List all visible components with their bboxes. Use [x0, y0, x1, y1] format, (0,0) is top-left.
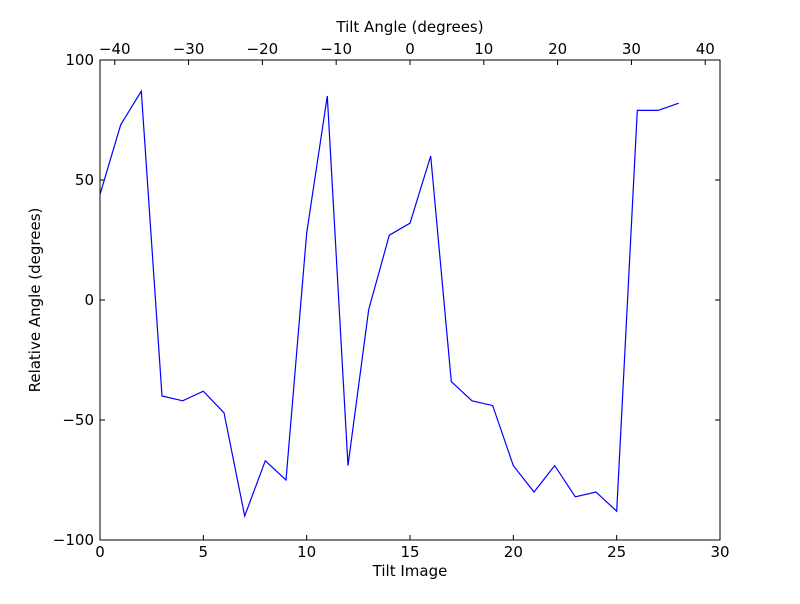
x-tick-label: 25: [607, 543, 626, 561]
y-axis-label: Relative Angle (degrees): [26, 208, 44, 393]
top-x-tick-label: 20: [548, 40, 567, 58]
top-x-tick-label: 10: [474, 40, 493, 58]
x-tick-label: 5: [199, 543, 209, 561]
x-tick-label: 30: [710, 543, 729, 561]
top-x-tick-label: 40: [696, 40, 715, 58]
x-tick-label: 0: [95, 543, 105, 561]
x-tick-label: 15: [400, 543, 419, 561]
top-x-tick-label: −10: [320, 40, 352, 58]
plot-frame: [99, 59, 721, 541]
y-tick-label: 0: [84, 291, 94, 309]
y-tick-label: 100: [65, 51, 94, 69]
top-x-axis-label: Tilt Angle (degrees): [335, 18, 483, 36]
plot-background: [100, 60, 720, 540]
x-axis-label: Tilt Image: [372, 562, 448, 580]
top-x-tick-label: 0: [405, 40, 415, 58]
series-line: [99, 89, 679, 519]
y-tick-label: −100: [53, 531, 94, 549]
top-x-tick-label: −30: [173, 40, 205, 58]
x-tick-label: 10: [297, 543, 316, 561]
top-x-tick-label: 30: [622, 40, 641, 58]
top-x-tick-label: −20: [247, 40, 279, 58]
x-tick-label: 20: [504, 543, 523, 561]
top-x-tick-label: −40: [99, 40, 131, 58]
y-tick-label: −50: [62, 411, 94, 429]
y-tick-label: 50: [75, 171, 94, 189]
